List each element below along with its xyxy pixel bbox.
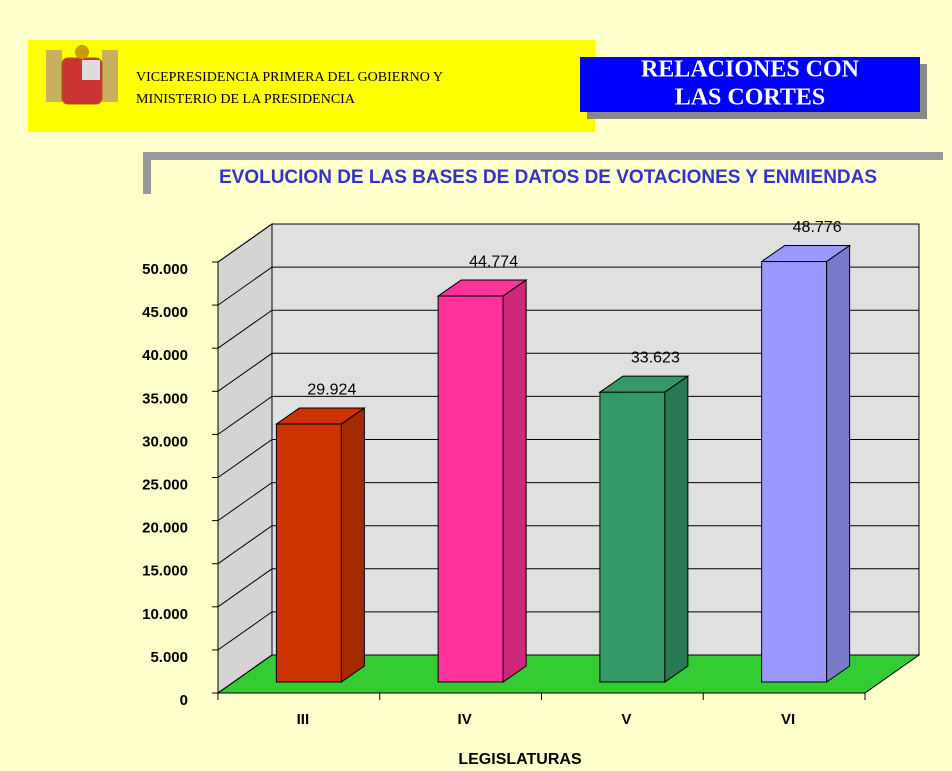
y-tick-label: 10.000 [142, 606, 188, 623]
emblem [46, 45, 118, 105]
y-tick-label: 30.000 [142, 433, 188, 450]
y-tick-label: 40.000 [142, 347, 188, 364]
bar-side [826, 244, 851, 683]
title-rule [143, 160, 151, 194]
value-label: 48.776 [793, 219, 842, 236]
y-tick-label: 50.000 [142, 261, 188, 278]
section-line: RELACIONES CON [641, 57, 860, 83]
x-axis-label: LEGISLATURAS [458, 751, 582, 768]
chart-title: EVOLUCION DE LAS BASES DE DATOS DE VOTAC… [219, 167, 877, 188]
bar-side [664, 375, 689, 683]
x-tick-label: VI [781, 711, 795, 728]
value-label: 29.924 [307, 381, 356, 398]
x-tick-label: V [621, 711, 631, 728]
x-tick-label: III [297, 711, 310, 728]
value-label: 44.774 [469, 253, 518, 270]
grid-line [217, 611, 919, 651]
grid-line [217, 352, 919, 392]
grid-line [217, 223, 919, 263]
bar-side [502, 279, 527, 683]
x-tick-label: IV [458, 711, 472, 728]
grid-line [217, 568, 919, 608]
bar-front [761, 261, 828, 683]
y-tick-label: 15.000 [142, 563, 188, 580]
bar-front [275, 423, 342, 683]
bar-front [599, 391, 666, 683]
grid-line [217, 525, 919, 565]
grid-line [217, 654, 919, 694]
bar-side [340, 407, 365, 683]
ministry-line: VICEPRESIDENCIA PRIMERA DEL GOBIERNO Y [136, 70, 443, 85]
grid-line [217, 439, 919, 478]
y-tick-label: 35.000 [142, 390, 188, 407]
y-tick-label: 20.000 [142, 520, 188, 537]
y-tick-label: 5.000 [150, 649, 188, 666]
plot: 0 5.000 10.000 15.000 20.000 25.000 30.000 35.0… [142, 219, 921, 728]
value-label: 33.623 [631, 349, 680, 366]
section-line: LAS CORTES [675, 85, 826, 111]
grid-line [217, 482, 919, 522]
grid-line [217, 309, 919, 349]
grid-line [217, 266, 919, 306]
y-tick-label: 0 [180, 692, 188, 709]
section-box [580, 57, 920, 112]
y-tick-label: 45.000 [142, 304, 188, 321]
grid-line [217, 395, 919, 435]
title-rule [143, 152, 943, 160]
y-tick-label: 25.000 [142, 476, 188, 493]
bar-front [437, 295, 504, 683]
header-band [28, 40, 595, 132]
ministry-line: MINISTERIO DE LA PRESIDENCIA [136, 92, 356, 107]
